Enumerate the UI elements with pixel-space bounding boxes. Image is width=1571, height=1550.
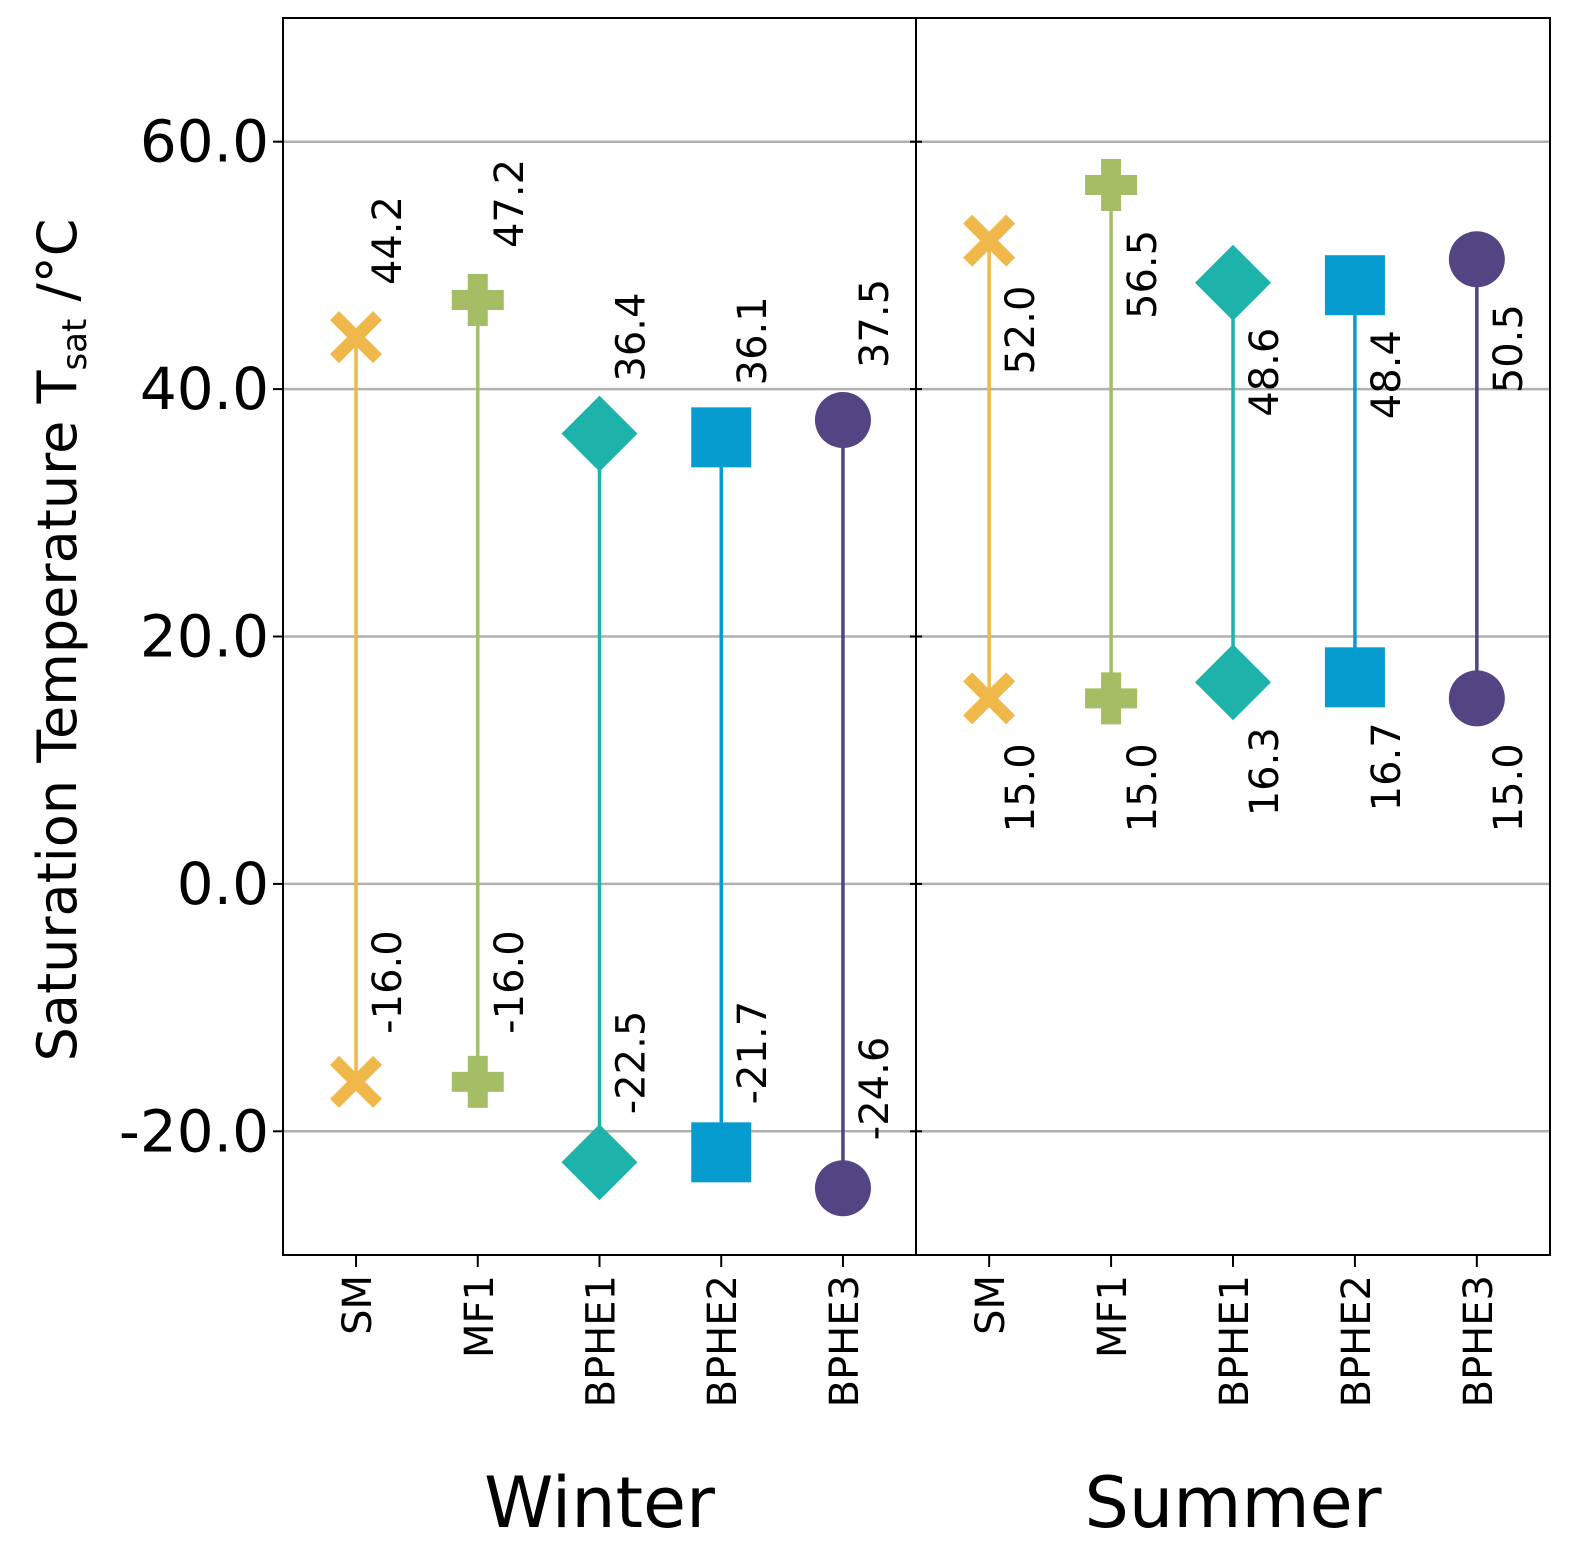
x-tick-label: SM [968, 1275, 1014, 1335]
series-BPHE2: 36.1 -21.7 [691, 296, 776, 1183]
series-SM: 44.2 -16.0 [330, 196, 411, 1108]
marker-plus [451, 274, 504, 327]
marker-circle [1448, 670, 1505, 727]
low-value-label: -16.0 [365, 930, 411, 1034]
panel-title: Summer [1084, 1462, 1381, 1544]
x-tick-label: SM [335, 1275, 381, 1335]
marker-x [330, 311, 383, 364]
marker-plus [451, 1055, 504, 1108]
panel-title: Winter [484, 1462, 715, 1544]
low-value-label: -16.0 [487, 930, 533, 1034]
marker-circle [814, 392, 871, 449]
series-BPHE3: 50.5 15.0 [1448, 231, 1532, 832]
high-value-label: 47.2 [487, 159, 533, 248]
low-value-label: -21.7 [730, 1001, 776, 1105]
y-axis-label: Saturation Temperature Tsat /°C [26, 219, 95, 1062]
series-MF1: 56.5 15.0 [1085, 158, 1166, 832]
marker-circle [1448, 231, 1505, 288]
marker-x [963, 672, 1016, 725]
series-BPHE2: 48.4 16.7 [1324, 255, 1410, 811]
marker-square [691, 1122, 752, 1183]
marker-x [963, 214, 1016, 267]
y-tick-label: 0.0 [177, 850, 269, 918]
high-value-label: 48.4 [1364, 330, 1410, 419]
x-tick-label: MF1 [1090, 1275, 1136, 1358]
high-value-label: 44.2 [365, 196, 411, 285]
low-value-label: 15.0 [1486, 743, 1532, 832]
high-value-label: 36.4 [609, 293, 655, 382]
high-value-label: 36.1 [730, 296, 776, 385]
high-value-label: 37.5 [852, 279, 898, 368]
series-SM: 52.0 15.0 [963, 214, 1044, 832]
high-value-label: 50.5 [1486, 304, 1532, 393]
y-axis: -20.0 0.0 20.0 40.0 60.0 [119, 108, 922, 1165]
series-BPHE1: 48.6 16.3 [1195, 244, 1288, 816]
x-tick-label: BPHE1 [579, 1275, 625, 1407]
low-value-label: 16.7 [1364, 722, 1410, 811]
x-tick-label: BPHE1 [1212, 1275, 1258, 1407]
marker-square [691, 407, 752, 468]
series-BPHE1: 36.4 -22.5 [561, 293, 655, 1201]
y-tick-label: -20.0 [119, 1097, 269, 1165]
marker-circle [814, 1160, 871, 1217]
marker-square [1324, 255, 1385, 316]
y-tick-label: 60.0 [140, 108, 269, 176]
high-value-label: 52.0 [998, 286, 1044, 375]
x-tick-label: BPHE3 [1456, 1275, 1502, 1407]
low-value-label: -24.6 [852, 1037, 898, 1141]
high-value-label: 56.5 [1120, 230, 1166, 319]
low-value-label: 15.0 [998, 743, 1044, 832]
x-tick-label: BPHE2 [700, 1275, 746, 1407]
y-tick-label: 40.0 [140, 355, 269, 423]
marker-x [330, 1055, 383, 1108]
low-value-label: 15.0 [1120, 743, 1166, 832]
marker-plus [1085, 158, 1138, 211]
x-tick-label: BPHE2 [1334, 1275, 1380, 1407]
series-layer: 44.2 -16.0 47.2 -16.0 36.4 -22.5 36.1 -21.7 37.5… [330, 158, 1532, 1217]
x-tick-label: BPHE3 [822, 1275, 868, 1407]
marker-square [1324, 647, 1385, 708]
y-tick-label: 20.0 [140, 603, 269, 671]
marker-plus [1085, 672, 1138, 725]
series-BPHE3: 37.5 -24.6 [814, 279, 898, 1217]
high-value-label: 48.6 [1242, 328, 1288, 417]
low-value-label: 16.3 [1242, 727, 1288, 816]
x-tick-label: MF1 [457, 1275, 503, 1358]
marker-diamond [561, 395, 638, 472]
series-MF1: 47.2 -16.0 [451, 159, 533, 1108]
marker-diamond [1195, 244, 1271, 321]
marker-diamond [1195, 644, 1271, 721]
low-value-label: -22.5 [609, 1011, 655, 1115]
x-axis: SM MF1 BPHE1 BPHE2 BPHE3 Winter SM MF1 BPHE1 BPHE… [335, 1255, 1502, 1544]
marker-diamond [561, 1124, 638, 1201]
